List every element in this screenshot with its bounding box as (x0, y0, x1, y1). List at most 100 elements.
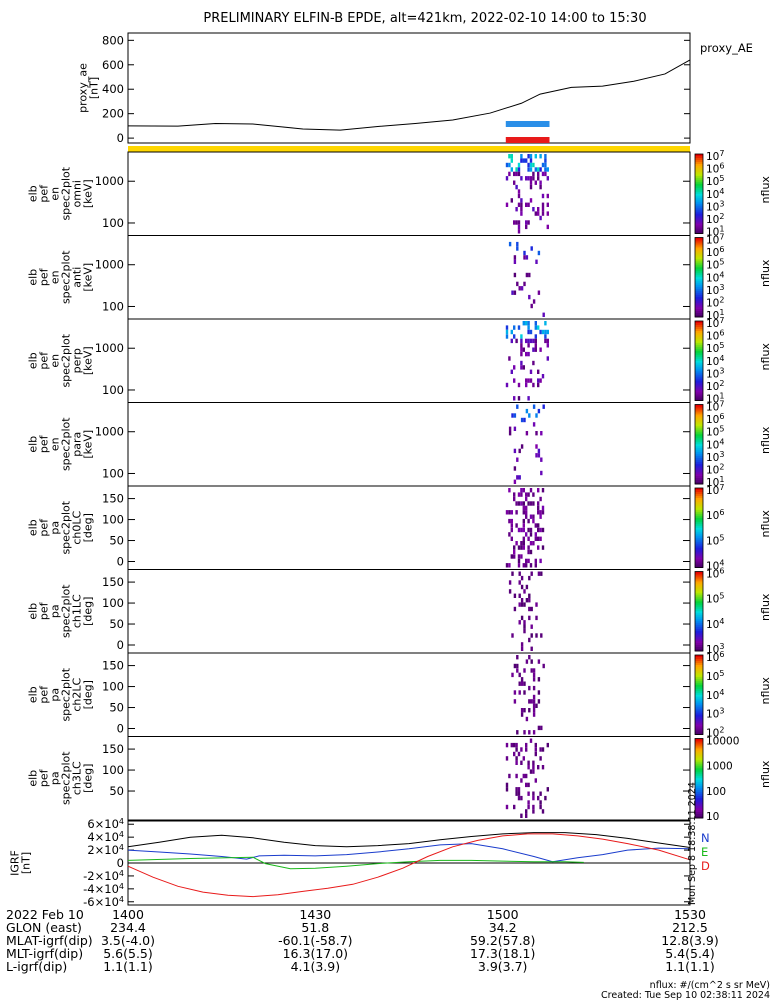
igrf-vertical-timestamp: Mon Sep 8 18:38:11 2024 (687, 782, 698, 905)
spectrogram-pixel (520, 158, 523, 163)
colorbar-swatch (695, 557, 703, 561)
y-axis-label-line: ch2LC (71, 678, 84, 712)
spectrogram-pixel (530, 646, 533, 651)
colorbar-swatch (695, 199, 703, 203)
spectrogram-pixel (532, 492, 535, 497)
spectrogram-pixel (510, 518, 513, 524)
spectrogram-pixel (522, 523, 525, 528)
spectrogram-pixel (528, 598, 531, 603)
colorbar-swatch (695, 627, 703, 630)
colorbar-tick-label: 104 (706, 187, 724, 201)
y-tick-label: -4×104 (83, 882, 124, 896)
spectrogram-pixel (532, 162, 535, 168)
colorbar-swatch (695, 154, 703, 157)
colorbar-swatch (695, 191, 703, 195)
proxy-ae-ylabel: proxy_ae[nT] (77, 63, 101, 113)
spectrogram-pixel (513, 365, 516, 370)
spectrogram-pixel (535, 431, 538, 436)
colorbar-swatch (695, 362, 703, 366)
colorbar-tick-label: 106 (706, 508, 724, 522)
spectrogram-pixel (520, 646, 524, 651)
colorbar-swatch (695, 416, 703, 419)
colorbar-swatch (695, 454, 703, 457)
spectrogram-pixel (527, 492, 530, 497)
colorbar-swatch (695, 505, 703, 509)
colorbar-swatch (695, 533, 703, 537)
spectrogram-pixel (532, 176, 535, 181)
colorbar-swatch (695, 491, 703, 495)
colorbar-swatch (695, 778, 703, 781)
spectrogram-pixel (541, 545, 545, 550)
y-tick-label: 50 (109, 534, 124, 548)
colorbar-swatch (695, 396, 703, 400)
colorbar-swatch (695, 712, 703, 716)
colorbar-tick-label: 104 (706, 437, 724, 451)
colorbar-swatch (695, 666, 703, 670)
spectrogram-pixel (525, 558, 528, 564)
y-axis-label-line: [deg] (82, 680, 95, 709)
colorbar-label: nflux (759, 593, 772, 621)
colorbar-swatch (695, 754, 703, 757)
colorbar-swatch (695, 267, 703, 270)
colorbar-swatch (695, 436, 703, 439)
colorbar-tick-label: 104 (706, 270, 724, 284)
colorbar-tick-label: 105 (706, 341, 724, 355)
colorbar-tick-label: 104 (706, 354, 724, 368)
spectrogram-pixel (537, 510, 540, 515)
colorbar-tick-label: 107 (706, 233, 724, 247)
spectrogram-pixel (532, 668, 536, 673)
spectrogram-pixel (532, 694, 536, 700)
colorbar-swatch (695, 219, 703, 223)
spectrogram-pixel (529, 514, 533, 519)
spectrogram-pixel (517, 501, 521, 506)
colorbar-tick-label: 107 (706, 400, 724, 414)
colorbar-swatch (695, 205, 703, 209)
spectrogram-pixel (515, 791, 518, 796)
spectrogram-pixel (530, 246, 533, 251)
y-axis-label-line: pa (49, 771, 62, 785)
colorbar-swatch (695, 649, 703, 652)
colorbar-swatch (695, 692, 703, 696)
colorbar-frame (694, 571, 704, 652)
colorbar-swatch (695, 762, 703, 765)
spectrogram-pixel (537, 545, 540, 550)
colorbar-swatch (695, 776, 703, 779)
colorbar-swatch (695, 207, 703, 211)
footer: nflux: #/(cm^2 s sr MeV)Created: Tue Sep… (601, 980, 770, 1000)
spectrogram-pixel (529, 158, 533, 163)
colorbar-tick-label: 105 (706, 669, 724, 683)
colorbar-swatch (695, 460, 703, 463)
colorbar-swatch (695, 808, 703, 811)
igrf-legend-N: N (701, 831, 710, 845)
spectrogram-pixel (527, 396, 530, 401)
spectrogram-pixel (527, 765, 530, 770)
colorbar-tick-label: 103 (706, 283, 724, 297)
spectrogram-pixel (522, 347, 525, 352)
spectrogram-pixel (535, 633, 538, 638)
spectrogram-pixel (527, 378, 530, 383)
colorbar-swatch (695, 700, 703, 704)
colorbar-swatch (695, 682, 703, 686)
spectrogram-pixel (517, 162, 521, 168)
spectrogram-pixel (525, 813, 528, 818)
colorbar-swatch (695, 740, 703, 743)
colorbar-swatch (695, 563, 703, 567)
colorbar-swatch (695, 332, 703, 336)
spectrogram-pixel (517, 563, 521, 568)
spectrogram-pixel (517, 558, 521, 564)
colorbar-swatch (695, 591, 703, 594)
spectrogram-pixel (529, 549, 533, 555)
colorbar-swatch (695, 577, 703, 580)
colorbar-swatch (695, 547, 703, 551)
spectrogram-panel-3: 1001000elbpefenspec2plotpara[keV]1011021… (27, 400, 773, 490)
spectrogram-pixel (508, 241, 512, 247)
spectrogram-pixel (546, 742, 549, 748)
colorbar-swatch (695, 656, 703, 660)
y-axis-label-line: spec2plot (60, 584, 73, 638)
spectrogram-pixel (508, 580, 512, 585)
spectrogram-pixel (518, 448, 521, 454)
colorbar-swatch (695, 521, 703, 525)
spectrogram-pixel (525, 598, 529, 603)
